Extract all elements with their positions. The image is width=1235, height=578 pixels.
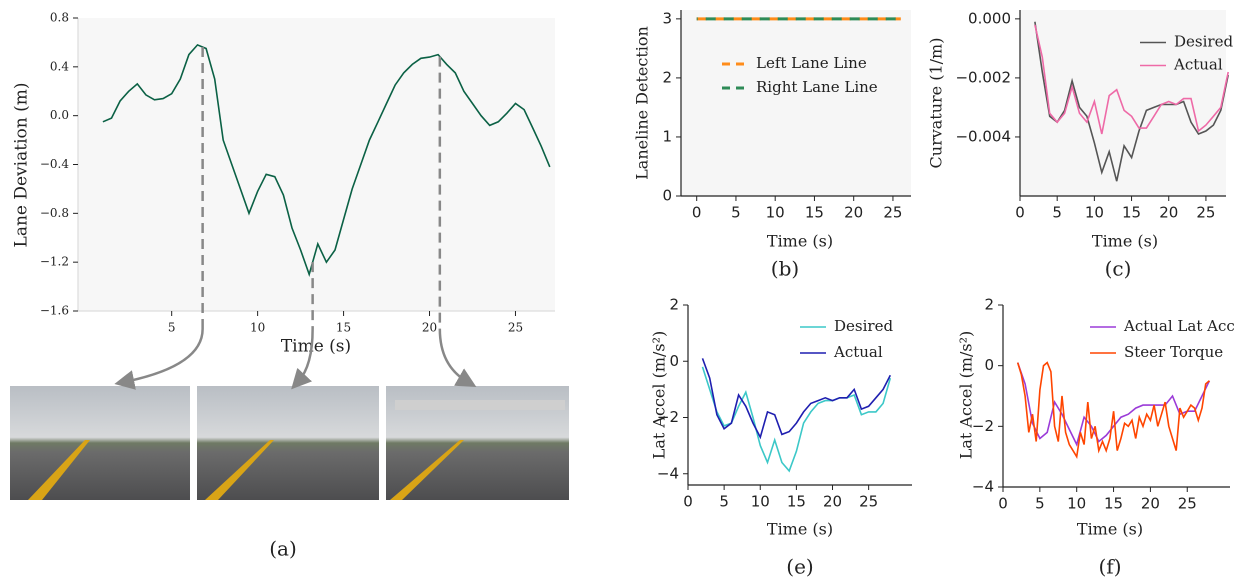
x-axis-label: Time (s) (1077, 520, 1143, 539)
y-tick-label: 3 (662, 9, 672, 27)
plot-background (681, 10, 911, 196)
y-tick-label: 0.000 (968, 9, 1011, 27)
y-tick-label: −0.4 (40, 157, 70, 171)
x-tick-label: 10 (751, 493, 770, 511)
arrow (291, 328, 314, 390)
legend-label: Desired (834, 317, 893, 335)
x-tick-label: 25 (1178, 495, 1197, 513)
legend-label: Steer Torque (1124, 343, 1223, 361)
series-line (1034, 21, 1229, 182)
y-tick-label: −4 (972, 478, 994, 496)
x-tick-label: 20 (844, 204, 863, 222)
legend-label: Desired (1174, 33, 1233, 51)
arrow (438, 328, 477, 387)
x-tick-label: 5 (731, 204, 741, 222)
x-tick-label: 20 (422, 321, 437, 335)
x-tick-label: 20 (1141, 495, 1160, 513)
y-tick-label: 0 (984, 356, 994, 374)
y-tick-label: 2 (669, 296, 679, 314)
x-tick-label: 15 (336, 321, 351, 335)
caption: (f) (1098, 555, 1121, 578)
y-tick-label: −1.2 (40, 255, 69, 269)
x-tick-label: 0 (998, 495, 1008, 513)
lane-marking (390, 440, 464, 500)
legend-label: Actual Lat Accel (1123, 317, 1235, 335)
y-axis-label: Laneline Detection (633, 26, 652, 180)
y-tick-label: −0.8 (40, 206, 69, 220)
caption: (a) (269, 537, 297, 561)
y-tick-label: −4 (657, 464, 679, 482)
x-tick-label: 10 (766, 204, 785, 222)
y-axis-label: Lat Accel (m/s²) (957, 331, 976, 460)
x-tick-label: 15 (1122, 204, 1141, 222)
x-tick-label: 5 (1052, 204, 1062, 222)
legend-label: Left Lane Line (756, 54, 867, 72)
legend-label: Actual (1173, 56, 1223, 74)
camera-image (10, 386, 190, 500)
series-line (102, 43, 551, 278)
x-tick-label: 0 (692, 204, 702, 222)
plot-background (78, 18, 555, 311)
y-tick-label: 0 (662, 187, 672, 205)
caption: (c) (1105, 257, 1132, 281)
x-tick-label: 10 (1067, 495, 1086, 513)
x-tick-label: 5 (168, 321, 176, 335)
y-axis-label: Lat Accel (m/s²) (650, 331, 669, 460)
x-tick-label: 0 (1015, 204, 1025, 222)
x-tick-label: 15 (787, 493, 806, 511)
y-axis-label: Curvature (1/m) (927, 38, 946, 169)
y-tick-label: 0.0 (50, 108, 69, 122)
plot-background (688, 305, 912, 485)
lane-marking (205, 440, 274, 500)
y-axis-label: Lane Deviation (m) (12, 83, 32, 248)
x-tick-label: 15 (805, 204, 824, 222)
arrow (114, 328, 204, 390)
x-tick-label: 25 (1196, 204, 1215, 222)
y-tick-label: 0.4 (50, 59, 69, 73)
y-tick-label: −0.004 (955, 127, 1011, 145)
y-tick-label: −0.002 (955, 68, 1011, 86)
x-tick-label: 5 (719, 493, 729, 511)
x-tick-label: 5 (1035, 495, 1045, 513)
plot-background (1003, 305, 1230, 487)
y-tick-label: −2 (972, 417, 994, 435)
caption: (e) (786, 555, 813, 578)
x-tick-label: 15 (1104, 495, 1123, 513)
camera-images (10, 386, 569, 500)
y-tick-label: −2 (657, 408, 679, 426)
series-line (1016, 361, 1210, 459)
y-tick-label: 1 (662, 127, 672, 145)
x-tick-label: 25 (859, 493, 878, 511)
lane-marking (28, 440, 90, 500)
x-tick-label: 20 (823, 493, 842, 511)
x-tick-label: 25 (508, 321, 523, 335)
series-line (1016, 362, 1211, 447)
series-line (1034, 24, 1229, 135)
overpass (395, 400, 565, 410)
caption: (b) (771, 257, 799, 281)
y-tick-label: 2 (984, 296, 994, 314)
x-tick-label: 20 (1159, 204, 1178, 222)
x-tick-label: 25 (883, 204, 902, 222)
series-line (701, 358, 892, 440)
y-tick-label: 2 (662, 68, 672, 86)
x-axis-label: Time (s) (281, 337, 351, 357)
legend-label: Actual (833, 343, 883, 361)
x-axis-label: Time (s) (767, 520, 833, 539)
x-axis-label: Time (s) (767, 232, 833, 251)
legend-label: Right Lane Line (756, 78, 878, 96)
y-tick-label: 0.8 (50, 11, 69, 25)
y-tick-label: 0 (669, 352, 679, 370)
x-axis-label: Time (s) (1092, 232, 1158, 251)
series-line (701, 366, 892, 473)
x-tick-label: 10 (250, 321, 265, 335)
y-tick-label: −1.6 (40, 304, 69, 318)
x-tick-label: 10 (1085, 204, 1104, 222)
x-tick-label: 0 (683, 493, 693, 511)
